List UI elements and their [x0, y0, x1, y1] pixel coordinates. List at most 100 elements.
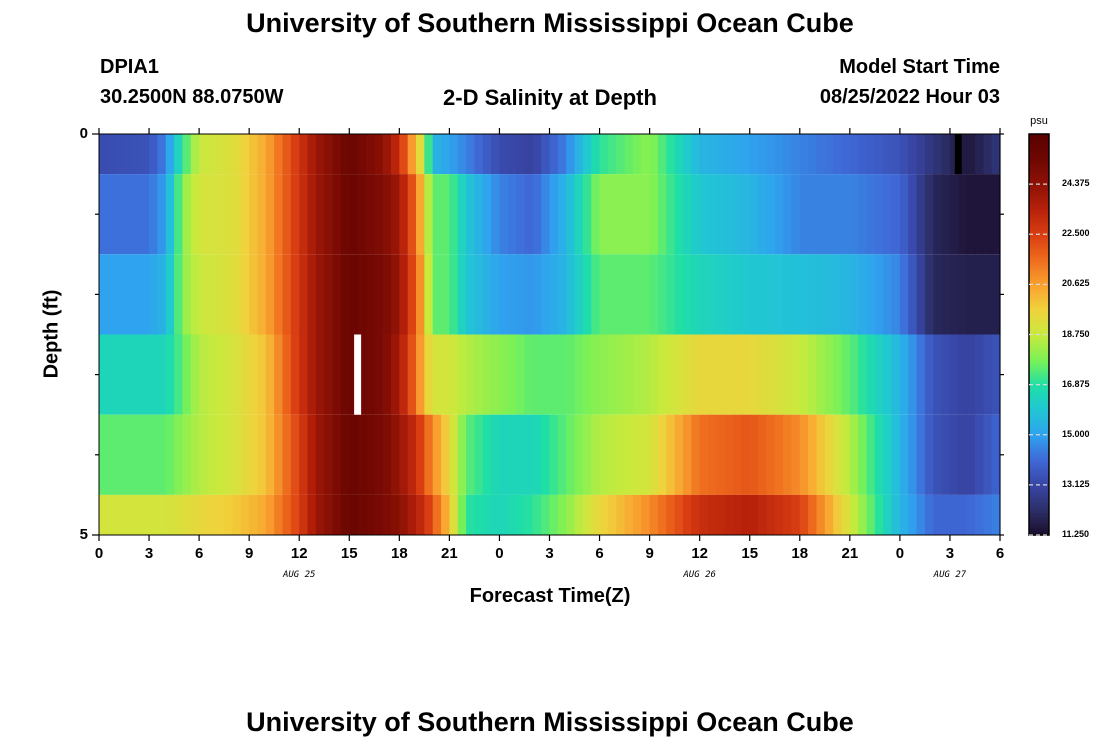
heatmap-cell	[215, 254, 225, 335]
heatmap-cell	[582, 174, 592, 255]
heatmap-cell	[507, 414, 517, 495]
heatmap-cell	[549, 134, 559, 175]
colorbar-segment	[1029, 457, 1049, 461]
heatmap-cell	[916, 494, 926, 535]
heatmap-cell	[716, 174, 726, 255]
heatmap-cell	[240, 334, 250, 415]
colorbar-segment	[1029, 264, 1049, 268]
heatmap-cell	[616, 414, 626, 495]
heatmap-cell	[190, 494, 200, 535]
heatmap-cell	[232, 174, 242, 255]
heatmap-cell	[749, 174, 759, 255]
colorbar-segment	[1029, 362, 1049, 366]
heatmap-cell	[290, 334, 300, 415]
colorbar-segment	[1029, 467, 1049, 471]
heatmap-cell	[416, 414, 425, 495]
colorbar-tick-label: 13.125	[1062, 478, 1090, 489]
heatmap-cell	[824, 134, 834, 175]
heatmap-cell	[624, 334, 634, 415]
heatmap-cell	[124, 174, 133, 255]
colorbar-segment	[1029, 179, 1049, 183]
heatmap-cell	[499, 254, 509, 335]
heatmap-cell	[474, 134, 484, 175]
heatmap-cell	[607, 494, 617, 535]
colorbar-segment	[1029, 196, 1049, 200]
heatmap-cell	[666, 334, 676, 415]
heatmap-cell	[924, 174, 934, 255]
x-tick-label: 15	[741, 545, 759, 562]
heatmap-cell	[841, 414, 851, 495]
heatmap-cell	[357, 134, 367, 175]
heatmap-cell	[315, 414, 325, 495]
heatmap-cell	[340, 254, 350, 335]
heatmap-cell	[332, 134, 342, 175]
heatmap-cell	[199, 174, 209, 255]
colorbar-segment	[1029, 239, 1049, 243]
heatmap-cell	[724, 174, 734, 255]
heatmap-cell	[507, 334, 517, 415]
heatmap-cell	[674, 174, 684, 255]
heatmap-cell	[282, 334, 292, 415]
colorbar-segment	[1029, 294, 1049, 298]
x-tick-label: 0	[895, 545, 905, 562]
colorbar-segment	[1029, 329, 1049, 333]
heatmap-cell	[524, 174, 534, 255]
heatmap-cell	[783, 254, 793, 335]
heatmap-cell	[165, 494, 175, 535]
heatmap-cell	[674, 334, 684, 415]
heatmap-cell	[115, 334, 125, 415]
heatmap-cell	[124, 254, 133, 335]
heatmap-cell	[908, 254, 918, 335]
heatmap-cell	[649, 134, 659, 175]
heatmap-cell	[199, 494, 209, 535]
heatmap-cell	[115, 254, 125, 335]
heatmap-cell	[190, 254, 200, 335]
heatmap-cell	[991, 254, 1001, 335]
heatmap-cell	[507, 254, 517, 335]
heatmap-cell	[474, 494, 484, 535]
heatmap-cell	[407, 414, 417, 495]
heatmap-cell	[541, 134, 551, 175]
heatmap-cell	[841, 334, 851, 415]
heatmap-cell	[457, 494, 467, 535]
heatmap-cell	[874, 174, 884, 255]
heatmap-cell	[199, 134, 209, 175]
colorbar-segment	[1029, 321, 1049, 326]
heatmap-cell	[557, 174, 567, 255]
heatmap-cell	[774, 174, 784, 255]
heatmap-cell	[215, 334, 225, 415]
colorbar-segment	[1029, 141, 1049, 145]
heatmap-cell	[482, 174, 492, 255]
colorbar-segment	[1029, 241, 1049, 245]
heatmap-cell	[274, 494, 284, 535]
heatmap-cell	[374, 254, 384, 335]
colorbar-segment	[1029, 522, 1049, 526]
x-tick-label: 3	[945, 545, 955, 562]
heatmap-cell	[866, 414, 876, 495]
heatmap-cell	[808, 174, 818, 255]
heatmap-cell	[466, 254, 476, 335]
heatmap-cell	[432, 494, 442, 535]
heatmap-cell	[199, 334, 209, 415]
heatmap-cell	[299, 134, 309, 175]
heatmap-cell	[457, 254, 467, 335]
colorbar-segment	[1029, 392, 1049, 396]
heatmap-cell	[833, 494, 843, 535]
heatmap-cell	[632, 174, 642, 255]
heatmap-cell	[841, 494, 851, 535]
heatmap-cell	[416, 174, 425, 255]
heatmap-cell	[949, 414, 959, 495]
heatmap-cell	[883, 414, 893, 495]
heatmap-cell	[132, 134, 142, 175]
heatmap-cell	[474, 254, 484, 335]
heatmap-cell	[708, 134, 717, 175]
heatmap-cell	[749, 494, 759, 535]
heatmap-cell	[649, 414, 659, 495]
colorbar-segment	[1029, 189, 1049, 193]
heatmap-cell	[240, 414, 250, 495]
heatmap-cell	[833, 334, 843, 415]
heatmap-cell	[783, 334, 793, 415]
heatmap-cell	[958, 494, 968, 535]
heatmap-cell	[324, 494, 334, 535]
heatmap-cell	[733, 174, 742, 255]
